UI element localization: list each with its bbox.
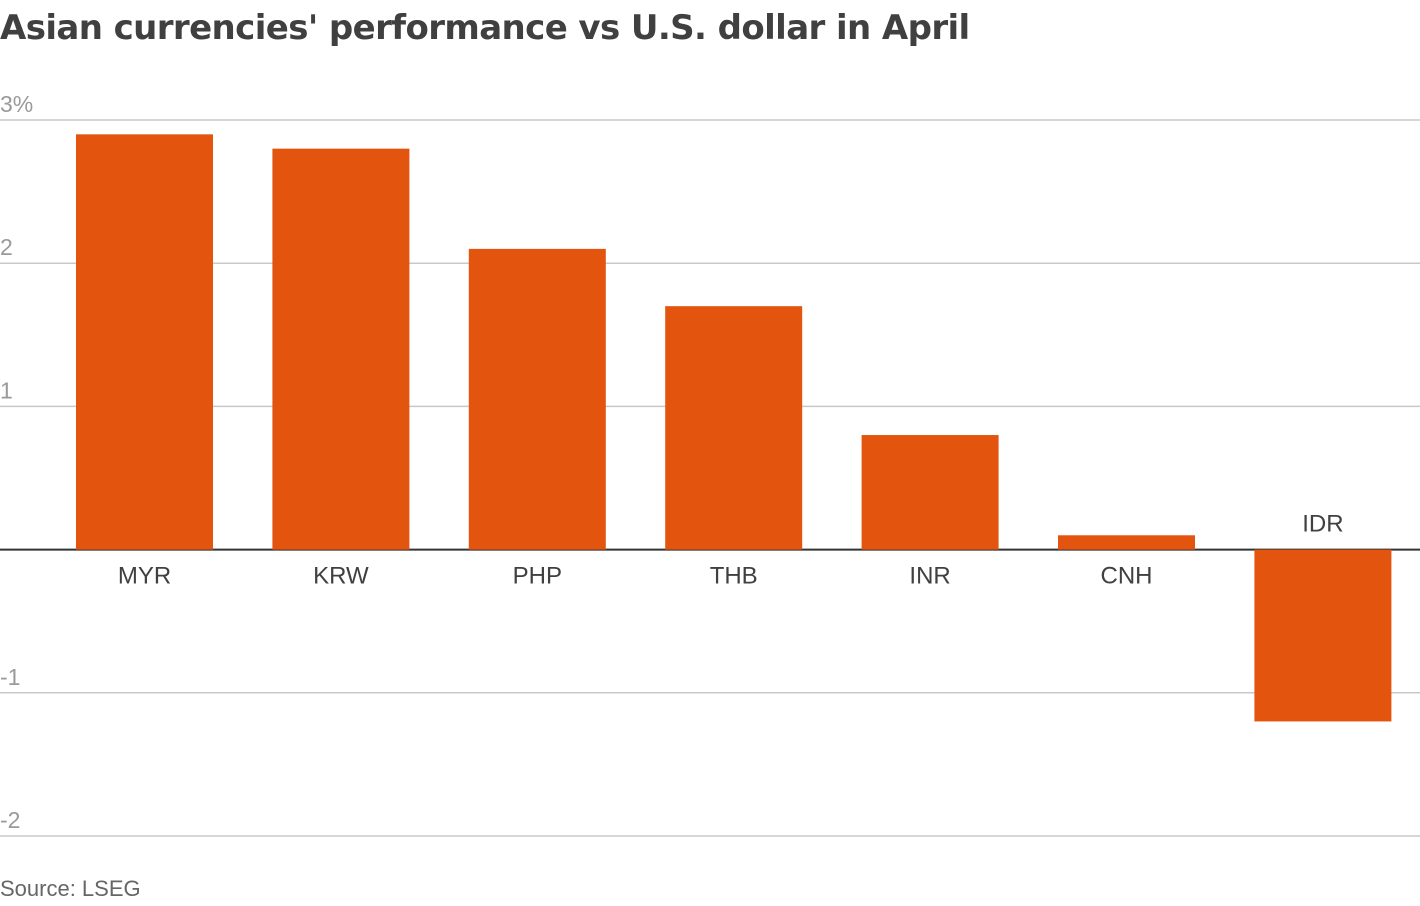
bar-php [468, 248, 606, 550]
bar-krw [272, 148, 410, 550]
bars [76, 134, 1392, 722]
category-labels: MYR KRW PHP THB INR CNH IDR [118, 511, 1344, 590]
category-label: INR [909, 563, 950, 590]
bar-cnh [1058, 535, 1195, 550]
category-label: KRW [313, 563, 369, 590]
bar-thb [665, 306, 803, 550]
y-tick-label: 2 [0, 234, 13, 260]
category-label: THB [710, 563, 758, 590]
y-tick-label: 3% [0, 91, 33, 117]
y-tick-label: -1 [0, 664, 20, 690]
bar-idr [1254, 549, 1392, 722]
source-note: Source: LSEG [0, 876, 141, 901]
y-tick-label: -2 [0, 807, 20, 833]
category-label: PHP [513, 563, 562, 590]
chart-title: Asian currencies' performance vs U.S. do… [0, 8, 970, 48]
category-label: IDR [1302, 511, 1343, 538]
category-label: MYR [118, 563, 171, 590]
category-label: CNH [1101, 563, 1153, 590]
bar-inr [861, 435, 999, 550]
bar-myr [76, 134, 213, 550]
y-tick-label: 1 [0, 377, 13, 403]
